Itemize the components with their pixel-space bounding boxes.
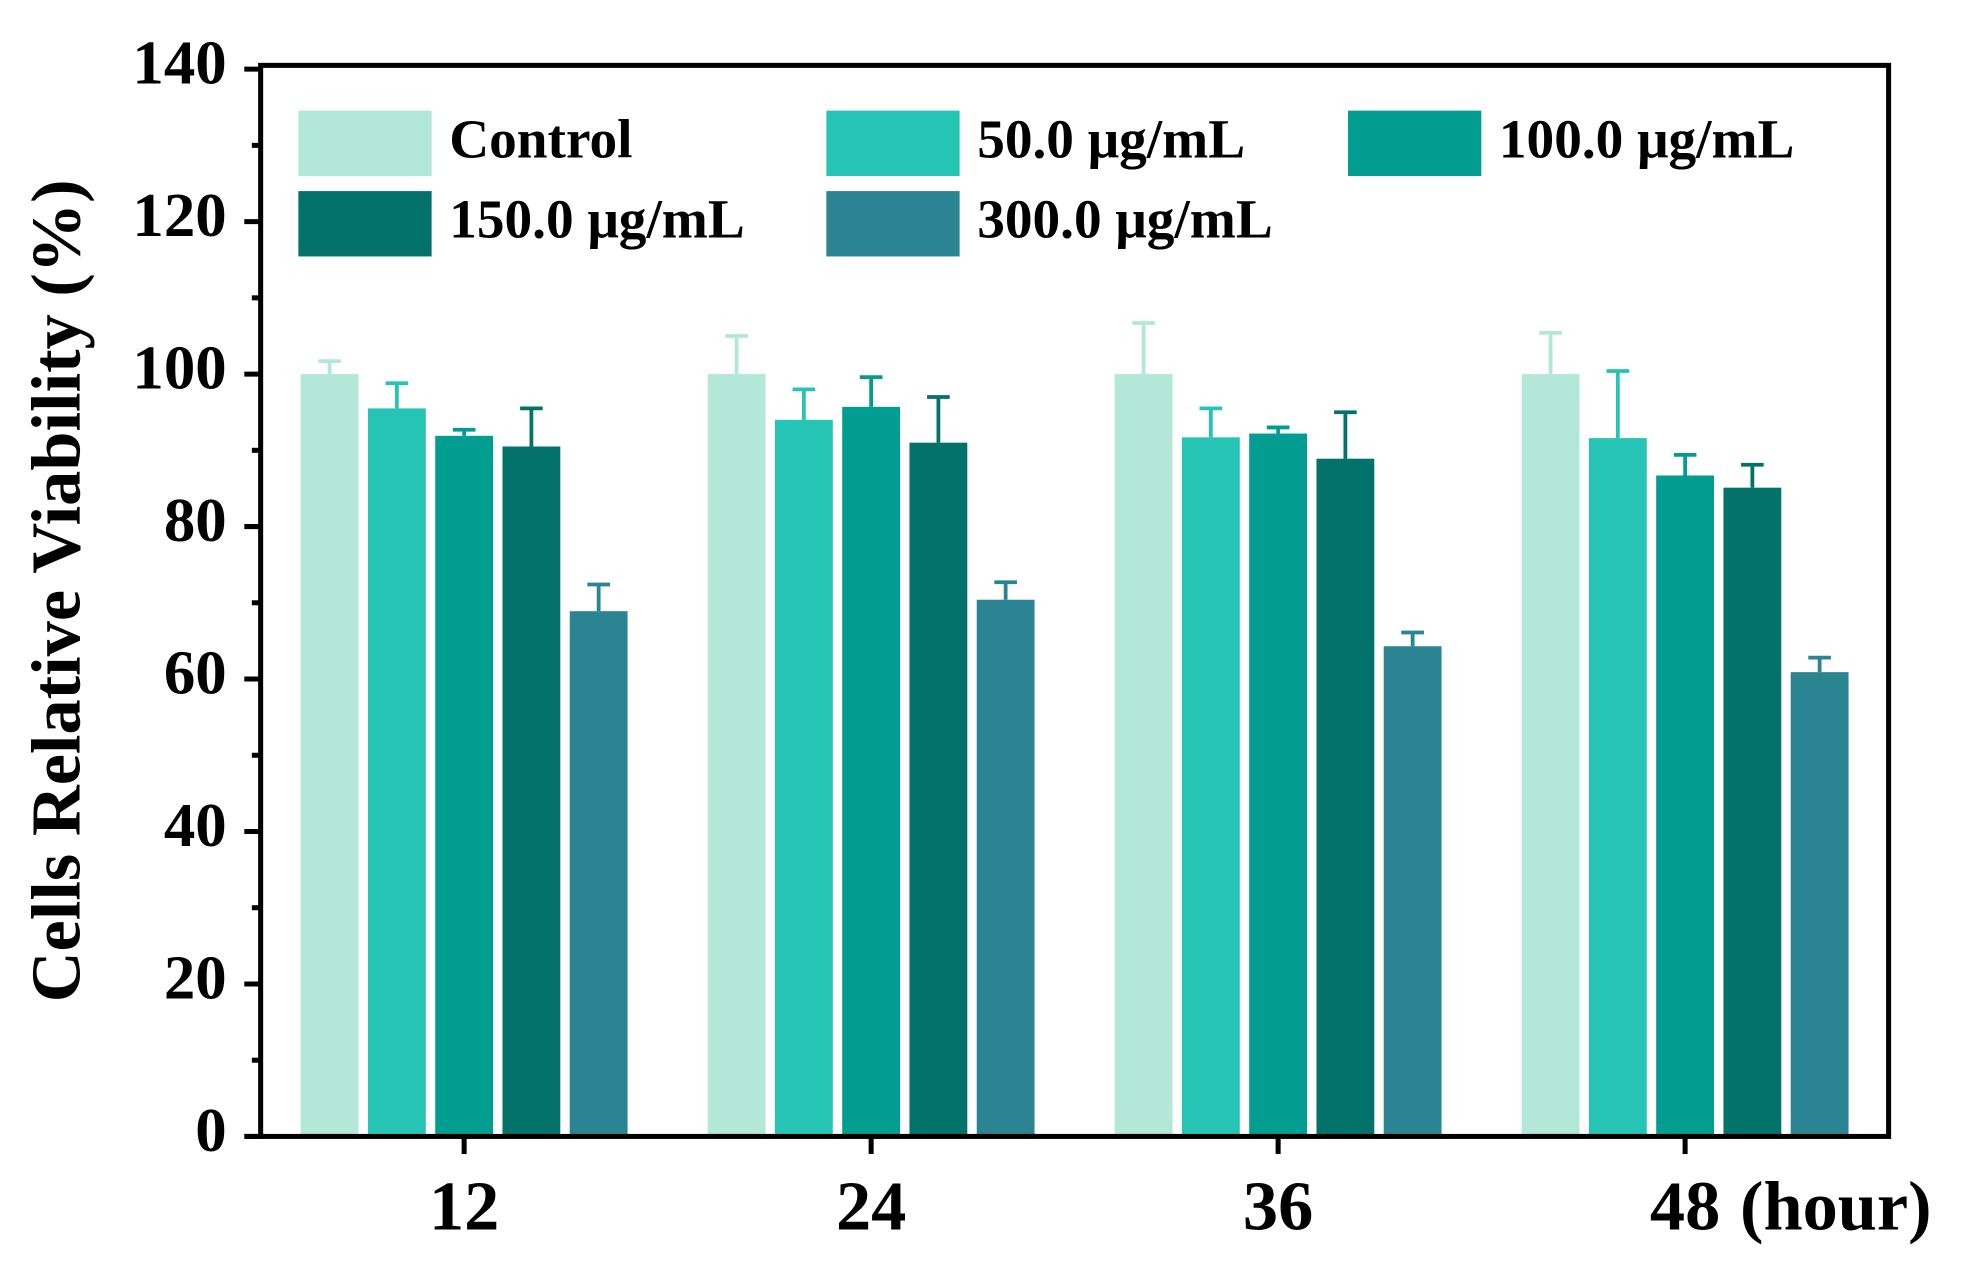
x-tick-label: 12 [429, 1167, 499, 1245]
y-tick-label: 20 [164, 942, 227, 1012]
bar [707, 374, 766, 1137]
legend-swatch [826, 191, 960, 257]
legend-label: 300.0 μg/mL [977, 189, 1273, 250]
bar [976, 599, 1035, 1137]
legend-swatch [298, 191, 432, 257]
y-tick-label: 40 [164, 790, 227, 860]
y-tick-label: 80 [164, 485, 227, 555]
y-tick-label: 0 [195, 1095, 226, 1165]
bar [1588, 438, 1647, 1137]
bar [367, 408, 426, 1137]
error-bar [1401, 630, 1424, 647]
error-bar [1741, 462, 1764, 488]
legend-label: 50.0 μg/mL [977, 108, 1245, 169]
y-tick-label: 60 [164, 637, 227, 707]
bar [774, 419, 833, 1137]
error-bar [927, 395, 950, 443]
bar [1181, 437, 1240, 1137]
bar [435, 435, 494, 1137]
error-bar [587, 582, 610, 612]
error-bar [1606, 369, 1630, 439]
y-tick-label: 140 [132, 28, 226, 98]
error-bar [1334, 410, 1357, 459]
legend-label: 150.0 μg/mL [449, 189, 745, 250]
y-tick-label: 120 [132, 180, 226, 250]
error-bar [859, 375, 883, 407]
error-bar [1539, 331, 1562, 375]
x-tick-label: 48 [1650, 1167, 1720, 1245]
x-tick-label: 24 [836, 1167, 906, 1245]
error-bar [1199, 406, 1223, 438]
legend-label: 100.0 μg/mL [1499, 108, 1795, 169]
y-axis-label: Cells Relative Viability (%) [17, 179, 95, 1002]
error-bar [1808, 655, 1831, 673]
x-tick-label: 36 [1243, 1167, 1313, 1245]
bar [1656, 475, 1715, 1137]
bar [569, 611, 628, 1137]
error-bar [452, 427, 476, 436]
legend-swatch [826, 110, 960, 176]
error-bar [1673, 453, 1697, 476]
error-bar [520, 406, 543, 447]
bar [502, 446, 561, 1137]
bar [300, 374, 359, 1137]
bar [1521, 374, 1580, 1137]
plot-frame [258, 62, 1892, 1139]
bar [1723, 487, 1782, 1137]
bar [1114, 374, 1173, 1137]
bar [1383, 646, 1442, 1137]
error-bar [994, 580, 1017, 600]
bar [1316, 458, 1375, 1137]
bar [1790, 672, 1849, 1137]
bar [842, 406, 901, 1137]
error-bar [1132, 321, 1155, 375]
error-bar [1266, 425, 1290, 434]
x-axis-label: (hour) [1740, 1167, 1932, 1245]
error-bar [725, 334, 748, 375]
bar [909, 442, 968, 1137]
error-bar [385, 381, 409, 409]
error-bar [792, 387, 816, 420]
legend-swatch [298, 110, 432, 176]
bar [1249, 433, 1308, 1137]
error-bar [318, 359, 341, 375]
legend-label: Control [449, 108, 632, 169]
legend-swatch [1348, 110, 1482, 176]
y-tick-label: 100 [132, 333, 226, 403]
